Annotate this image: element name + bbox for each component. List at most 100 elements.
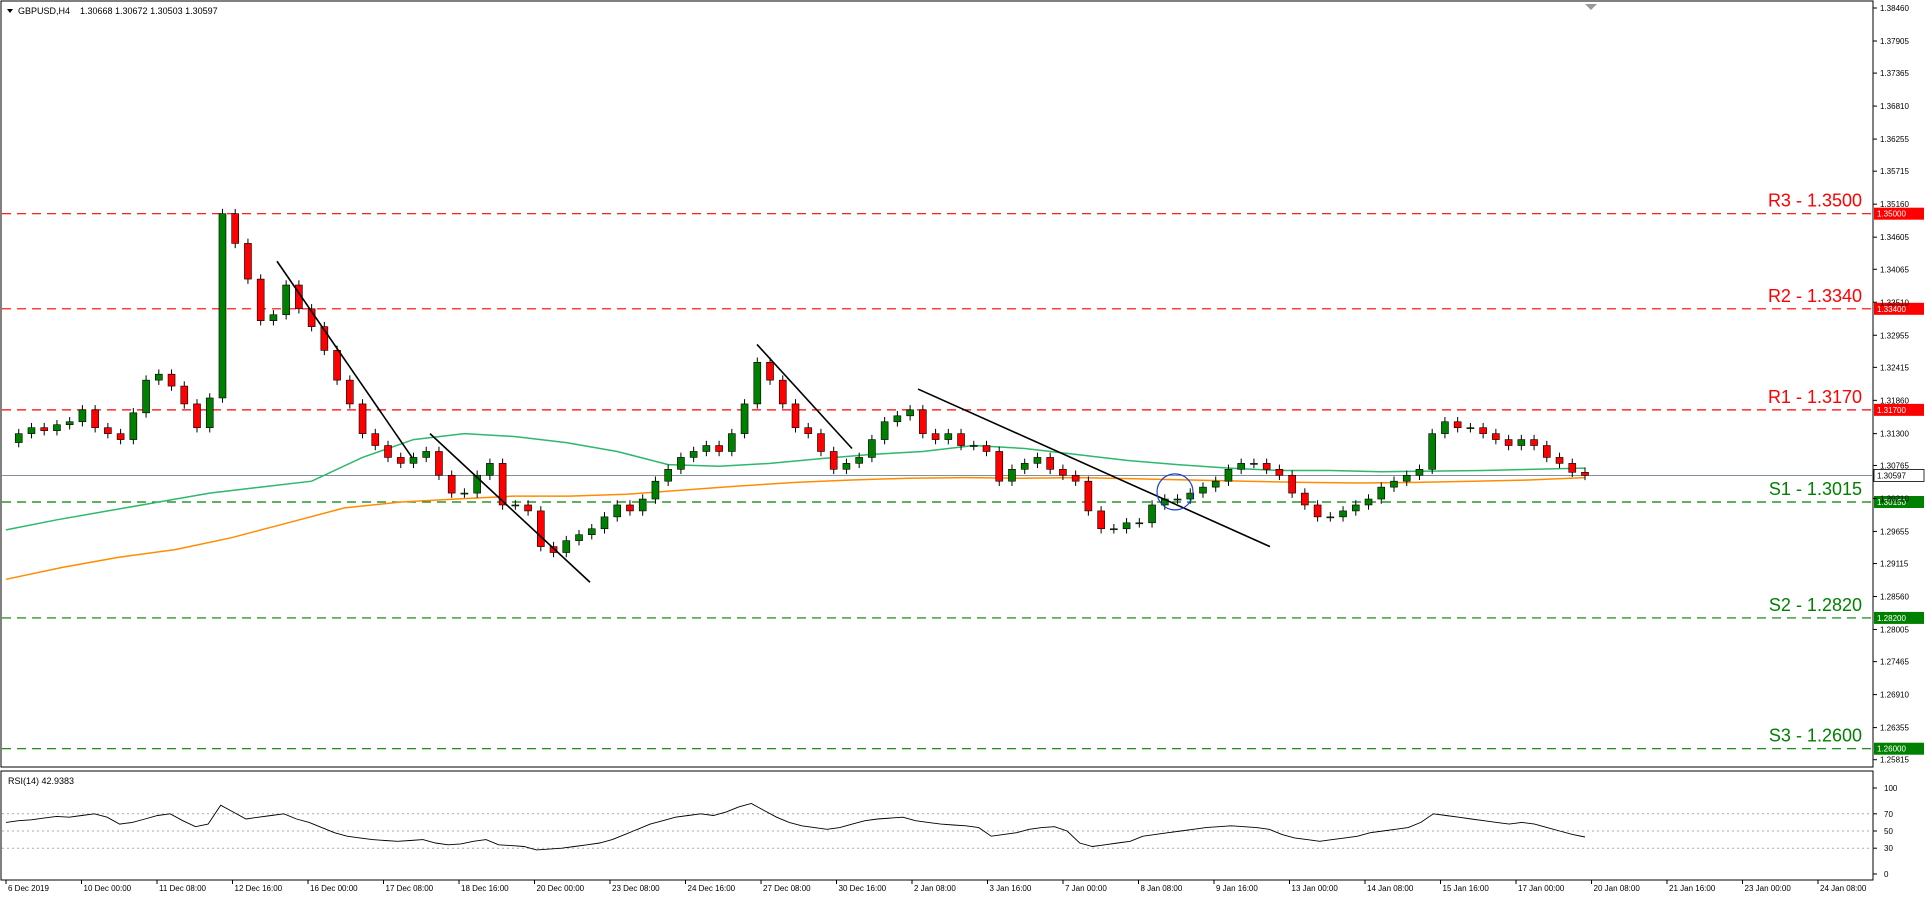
candle-body bbox=[1441, 421, 1449, 434]
candle-body bbox=[346, 379, 354, 405]
scroll-marker-icon[interactable] bbox=[1585, 4, 1597, 10]
x-tick-label: 18 Dec 16:00 bbox=[461, 884, 509, 893]
y-tick-label: 1.28560 bbox=[1880, 593, 1909, 602]
ema-line bbox=[5, 476, 1586, 581]
x-tick-label: 21 Jan 16:00 bbox=[1669, 884, 1716, 893]
x-tick-label: 7 Jan 00:00 bbox=[1065, 884, 1107, 893]
candle-body bbox=[269, 314, 278, 321]
candle-body bbox=[384, 445, 392, 458]
y-tick-label: 1.37365 bbox=[1880, 69, 1909, 78]
candle-body bbox=[1377, 486, 1386, 500]
candle-body bbox=[715, 445, 723, 452]
candle-body bbox=[1084, 480, 1093, 512]
x-tick-label: 8 Jan 08:00 bbox=[1141, 884, 1183, 893]
x-tick-label: 14 Jan 08:00 bbox=[1367, 884, 1414, 893]
level-price-box bbox=[1874, 302, 1924, 315]
candle-body bbox=[1479, 427, 1487, 434]
menu-triangle-icon[interactable] bbox=[7, 9, 13, 13]
candle-body bbox=[804, 427, 813, 434]
x-tick-label: 24 Dec 16:00 bbox=[688, 884, 736, 893]
y-tick-label: 1.35160 bbox=[1880, 200, 1909, 209]
candle-body bbox=[1351, 504, 1360, 512]
level-price-box-text: 1.33400 bbox=[1877, 305, 1906, 314]
level-price-box bbox=[1874, 207, 1924, 220]
current-price-text: 1.30597 bbox=[1877, 471, 1906, 480]
candle-body bbox=[231, 213, 240, 244]
x-tick-label: 9 Jan 16:00 bbox=[1216, 884, 1258, 893]
y-tick-label: 1.27465 bbox=[1880, 658, 1909, 667]
candle-body bbox=[613, 504, 622, 518]
candle-body bbox=[244, 243, 252, 280]
candle-body bbox=[638, 498, 647, 512]
sma-line bbox=[5, 432, 1586, 531]
candle-body bbox=[1237, 463, 1245, 470]
candle-body bbox=[1262, 463, 1271, 470]
y-tick-label: 1.29115 bbox=[1880, 560, 1909, 569]
candle-body bbox=[104, 427, 112, 434]
candle-body bbox=[957, 433, 965, 446]
x-tick-label: 23 Jan 00:00 bbox=[1745, 884, 1792, 893]
candle-body bbox=[473, 474, 481, 494]
rsi-label: RSI(14) 42.9383 bbox=[8, 776, 74, 786]
candle-body bbox=[778, 379, 787, 405]
candle-body bbox=[728, 433, 736, 452]
level-label: R3 - 1.3500 bbox=[1768, 191, 1862, 211]
candle-body bbox=[422, 451, 431, 458]
y-tick-label: 1.31860 bbox=[1880, 396, 1909, 405]
candle-body bbox=[116, 433, 125, 440]
y-tick-label: 1.26355 bbox=[1880, 724, 1909, 733]
candle-body bbox=[1555, 457, 1564, 464]
candle-body bbox=[486, 463, 494, 476]
trendlines bbox=[276, 260, 1271, 583]
x-tick-label: 6 Dec 2019 bbox=[8, 884, 49, 893]
candle-body bbox=[1504, 439, 1513, 446]
level-price-box-text: 1.30150 bbox=[1877, 498, 1906, 507]
candle-body bbox=[906, 409, 914, 417]
candle-body bbox=[155, 373, 163, 381]
candle-body bbox=[1071, 474, 1080, 482]
candle-body bbox=[1530, 439, 1538, 446]
candle-body bbox=[1020, 463, 1029, 470]
candle-body bbox=[740, 403, 749, 434]
candle-body bbox=[1402, 474, 1411, 482]
y-tick-label: 1.30765 bbox=[1880, 461, 1909, 470]
candle-body bbox=[1581, 471, 1589, 476]
candle-body bbox=[371, 433, 380, 446]
candle-body bbox=[944, 433, 953, 440]
candle-body bbox=[880, 421, 889, 440]
candle-body bbox=[562, 540, 571, 553]
x-tick-label: 20 Dec 00:00 bbox=[537, 884, 585, 893]
level-price-box bbox=[1874, 611, 1924, 624]
candle-body bbox=[1326, 516, 1335, 519]
candle-body bbox=[1059, 469, 1067, 476]
candle-body bbox=[1199, 486, 1207, 494]
candle-body bbox=[396, 457, 405, 464]
y-tick-label: 1.35715 bbox=[1880, 167, 1909, 176]
candle-body bbox=[1492, 433, 1500, 440]
candle-body bbox=[931, 433, 940, 440]
main-plot-frame bbox=[0, 0, 1874, 768]
y-tick-label: 1.25815 bbox=[1880, 756, 1909, 765]
candle-body bbox=[1339, 510, 1347, 518]
candle-body bbox=[1186, 492, 1195, 500]
candle-body bbox=[409, 457, 418, 464]
candle-body bbox=[1148, 504, 1156, 524]
x-tick-label: 12 Dec 16:00 bbox=[235, 884, 283, 893]
candle-body bbox=[91, 409, 99, 428]
candle-body bbox=[626, 504, 634, 512]
x-tick-label: 24 Jan 08:00 bbox=[1820, 884, 1867, 893]
candle-body bbox=[498, 463, 507, 506]
candle-body bbox=[1173, 498, 1182, 501]
price-axis: 1.38460 1.37905 1.37365 1.36810 1.36255 1.357… bbox=[1873, 4, 1909, 765]
rsi-plot-frame bbox=[0, 770, 1874, 881]
x-tick-label: 17 Jan 00:00 bbox=[1518, 884, 1565, 893]
level-price-box bbox=[1874, 403, 1924, 416]
rsi-y-tick-label: 30 bbox=[1884, 844, 1893, 853]
candle-body bbox=[320, 326, 329, 351]
candle-body bbox=[1390, 480, 1398, 488]
candle-body bbox=[1415, 469, 1424, 476]
candle-body bbox=[1211, 480, 1220, 488]
level-price-box bbox=[1874, 742, 1924, 755]
x-tick-label: 13 Jan 00:00 bbox=[1292, 884, 1339, 893]
level-price-box-text: 1.31700 bbox=[1877, 406, 1906, 415]
